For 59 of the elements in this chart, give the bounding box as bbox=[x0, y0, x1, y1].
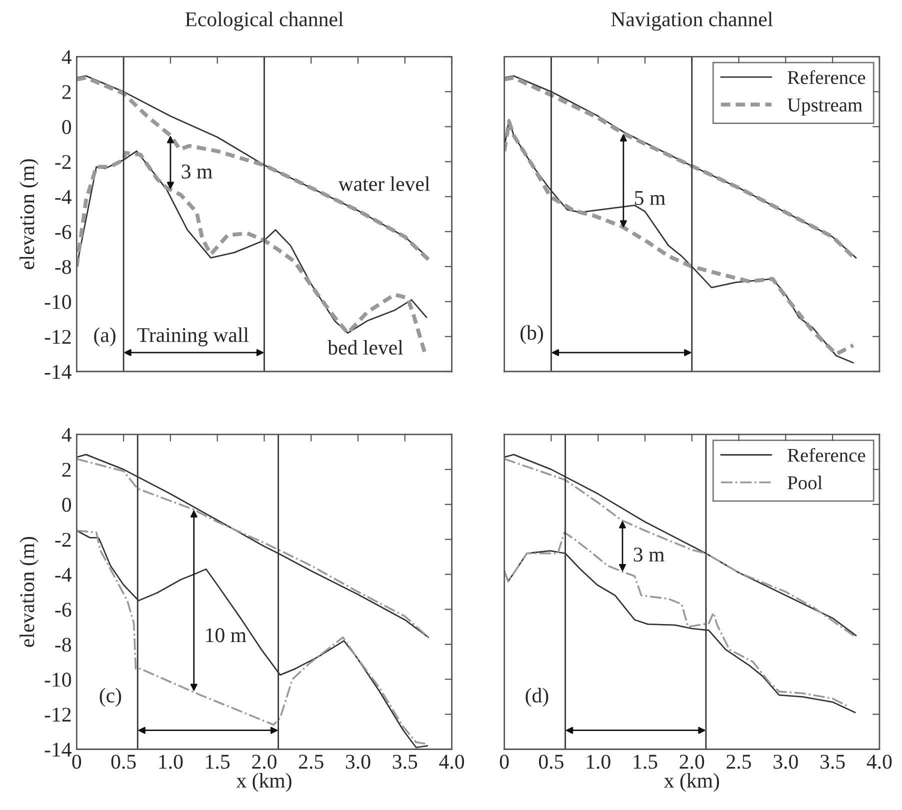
annotation: 3 m bbox=[182, 164, 212, 179]
x-axis-title: x (km) bbox=[664, 773, 720, 792]
x-tick-label: 3.5 bbox=[392, 754, 418, 769]
y-tick-label: -10 bbox=[44, 672, 72, 687]
x-tick-label: 2.0 bbox=[680, 754, 704, 769]
annotation: (d) bbox=[526, 688, 548, 707]
x-tick-label: 0 bbox=[72, 754, 82, 769]
annotation: Training wall bbox=[137, 327, 249, 346]
x-tick-label: 2.5 bbox=[299, 754, 324, 769]
y-axis-title: elevation (m) bbox=[20, 536, 38, 647]
annotation: 3 m bbox=[634, 548, 664, 562]
x-tick-label: 3.0 bbox=[774, 754, 798, 769]
y-tick-label: -8 bbox=[55, 260, 72, 274]
y-tick-label: -2 bbox=[55, 532, 71, 547]
chart-title: Navigation channel bbox=[611, 12, 773, 31]
chart-title: Ecological channel bbox=[185, 12, 344, 31]
y-tick-label: -14 bbox=[44, 742, 72, 756]
y-tick-label: -12 bbox=[44, 330, 71, 344]
x-tick-label: 4.0 bbox=[866, 754, 892, 769]
annotation: 10 m bbox=[206, 628, 246, 642]
legend-label: Upstream bbox=[787, 98, 862, 116]
y-tick-label: -8 bbox=[55, 638, 72, 652]
x-tick-label: 0.5 bbox=[111, 754, 136, 769]
x-tick-label: 2.0 bbox=[252, 754, 276, 769]
x-tick-label: 4.0 bbox=[439, 754, 464, 769]
y-axis-title: elevation (m) bbox=[20, 159, 38, 270]
x-tick-label: 3.0 bbox=[346, 754, 370, 769]
annotation: bed level bbox=[328, 340, 403, 355]
y-tick-label: -12 bbox=[44, 708, 71, 722]
x-tick-label: 0 bbox=[500, 754, 509, 769]
y-tick-label: 4 bbox=[62, 428, 72, 442]
annotation: (c) bbox=[100, 688, 122, 707]
legend-label: Pool bbox=[788, 476, 822, 490]
x-tick-label: 1.0 bbox=[159, 754, 183, 769]
y-tick-label: -4 bbox=[55, 568, 72, 582]
annotation: water level bbox=[338, 176, 430, 191]
x-tick-label: 1.5 bbox=[206, 754, 230, 769]
annotation: 5 m bbox=[635, 191, 666, 205]
annotation: (a) bbox=[94, 327, 116, 346]
y-tick-label: -10 bbox=[44, 294, 72, 309]
y-tick-label: -4 bbox=[55, 190, 72, 204]
legend-label: Reference bbox=[788, 448, 866, 462]
y-tick-label: 2 bbox=[62, 462, 71, 477]
x-tick-label: 3.5 bbox=[820, 754, 845, 769]
y-tick-label: 2 bbox=[62, 85, 71, 99]
y-tick-label: -14 bbox=[44, 364, 72, 379]
y-tick-label: 4 bbox=[62, 50, 72, 64]
y-tick-label: -6 bbox=[55, 225, 72, 240]
x-tick-label: 1.0 bbox=[586, 754, 610, 769]
y-tick-label: 0 bbox=[62, 120, 72, 134]
legend-label: Reference bbox=[788, 70, 866, 84]
x-axis-title: x (km) bbox=[236, 773, 292, 792]
x-tick-label: 1.5 bbox=[634, 754, 658, 769]
x-tick-label: 0.5 bbox=[538, 754, 564, 769]
y-tick-label: 0 bbox=[62, 498, 72, 512]
annotation: (b) bbox=[520, 325, 543, 344]
y-tick-label: -6 bbox=[55, 602, 72, 617]
x-tick-label: 2.5 bbox=[726, 754, 751, 769]
y-tick-label: -2 bbox=[55, 155, 71, 169]
